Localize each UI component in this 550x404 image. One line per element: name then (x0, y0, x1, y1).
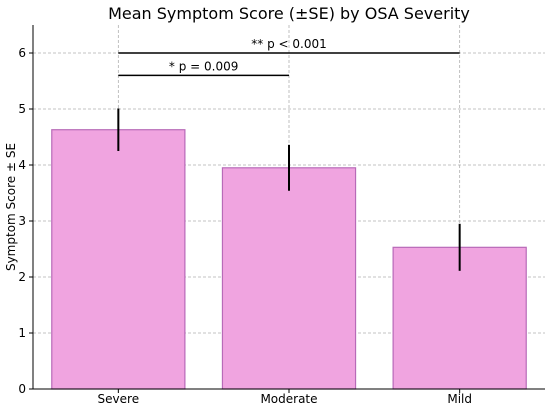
significance-label: ** p < 0.001 (251, 37, 326, 51)
significance-annotations: * p = 0.009 ** p < 0.001 (118, 37, 460, 77)
y-tick-label: 2 (18, 270, 26, 284)
ticks: 0 1 2 3 4 5 6 Severe Moderate Mild (18, 46, 472, 404)
y-tick-label: 6 (18, 46, 26, 60)
bar-severe (51, 129, 186, 390)
bar-mild (392, 246, 527, 390)
y-tick-label: 3 (18, 214, 26, 228)
y-tick-label: 1 (18, 326, 26, 340)
x-tick-label: Moderate (260, 392, 317, 404)
y-tick-label: 4 (18, 158, 26, 172)
bars (51, 129, 527, 390)
y-tick-label: 0 (18, 382, 26, 396)
chart-title: Mean Symptom Score (±SE) by OSA Severity (108, 4, 470, 23)
x-tick-label: Severe (98, 392, 140, 404)
y-tick-label: 5 (18, 102, 26, 116)
x-tick-label: Mild (447, 392, 472, 404)
y-axis-label: Symptom Score ± SE (4, 143, 18, 271)
bar-moderate (221, 167, 357, 390)
error-bars (117, 108, 461, 271)
significance-label: * p = 0.009 (169, 59, 238, 73)
